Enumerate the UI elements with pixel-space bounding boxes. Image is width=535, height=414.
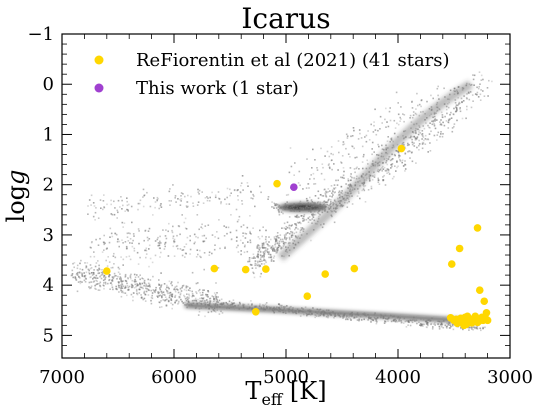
refiorentin-star-point [473, 224, 482, 232]
refiorentin-star-point [262, 265, 270, 273]
refiorentin-star-point [471, 312, 480, 321]
y-axis: −1 0 1 2 3 4 5 [27, 24, 510, 346]
y-tick-label: 5 [43, 325, 54, 346]
x-axis-label: Teff [K] [245, 377, 326, 409]
y-tick-label: −1 [27, 24, 54, 45]
y-tick-label: 1 [43, 124, 54, 145]
x-tick-label: 7000 [39, 367, 85, 388]
refiorentin-star-point [464, 314, 473, 323]
this-work-star-point [290, 183, 298, 192]
y-axis-label: logg [2, 170, 30, 223]
legend-marker-this-work [94, 83, 104, 93]
y-tick-label: 4 [43, 275, 54, 296]
refiorentin-star-point [473, 318, 482, 327]
legend: ReFiorentin et al (2021) (41 stars) This… [94, 50, 450, 99]
refiorentin-star-point [462, 320, 471, 329]
x-tick-label: 5000 [263, 367, 309, 388]
y-tick-label: 2 [43, 175, 54, 196]
refiorentin-star-point [453, 319, 462, 328]
refiorentin-star-point [475, 286, 484, 294]
refiorentin-star-point [241, 265, 250, 274]
refiorentin-star-point [397, 144, 406, 153]
refiorentin-star-point [251, 307, 260, 316]
refiorentin-star-point [103, 267, 111, 275]
x-tick-label: 4000 [375, 367, 421, 388]
refiorentin-star-point [321, 270, 330, 278]
y-tick-label: 3 [43, 225, 54, 246]
background-model-cloud [70, 71, 493, 332]
legend-label-refiorentin: ReFiorentin et al (2021) (41 stars) [136, 50, 450, 71]
x-axis: 7000 6000 5000 4000 3000 [39, 34, 533, 388]
refiorentin-star-point [483, 316, 492, 325]
y-tick-label: 0 [43, 74, 54, 95]
refiorentin-star-point [480, 297, 489, 306]
refiorentin-star-point [273, 179, 281, 188]
refiorentin-star-point [303, 292, 312, 301]
chart-title: Icarus [241, 2, 330, 35]
legend-label-this-work: This work (1 star) [136, 78, 299, 99]
refiorentin-star-point [455, 244, 464, 253]
series-layer [103, 144, 492, 330]
refiorentin-star-point [447, 260, 456, 268]
legend-marker-refiorentin [94, 55, 104, 65]
refiorentin-star-point [350, 264, 359, 273]
x-tick-label: 6000 [151, 367, 197, 388]
refiorentin-star-point [210, 264, 219, 273]
x-tick-label: 3000 [487, 367, 533, 388]
